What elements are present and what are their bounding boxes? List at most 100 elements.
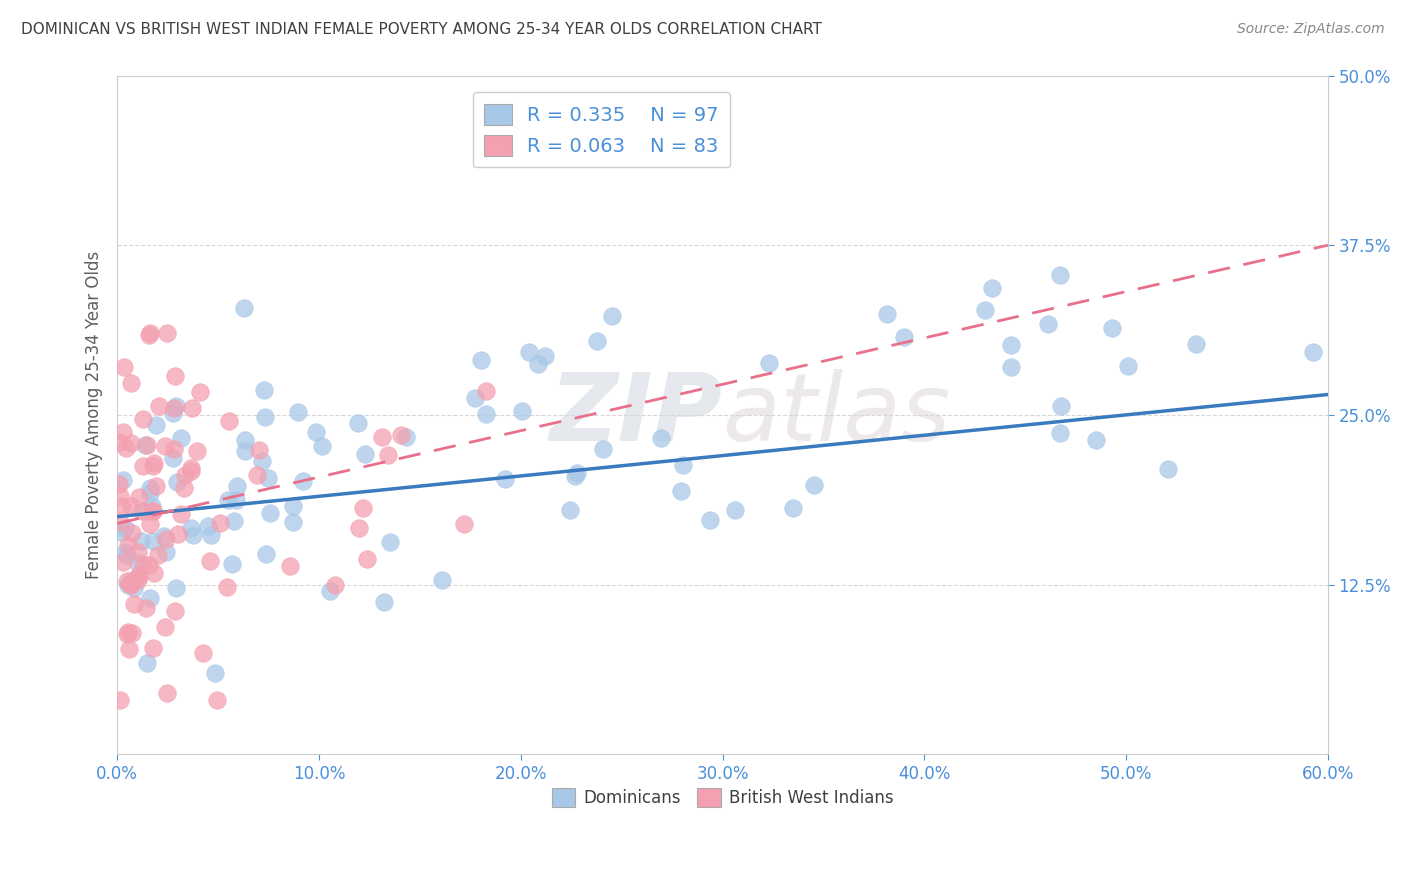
Point bbox=[221, 558, 243, 572]
Point bbox=[180, 460, 202, 475]
Point bbox=[110, 524, 132, 539]
Point bbox=[1000, 338, 1022, 352]
Point bbox=[117, 538, 139, 552]
Point bbox=[247, 442, 270, 457]
Point bbox=[356, 552, 378, 566]
Point bbox=[120, 578, 142, 592]
Point bbox=[181, 528, 204, 542]
Point bbox=[115, 574, 138, 589]
Point bbox=[217, 493, 239, 508]
Point bbox=[453, 516, 475, 531]
Point bbox=[142, 641, 165, 656]
Point bbox=[215, 581, 238, 595]
Point bbox=[981, 281, 1004, 295]
Point bbox=[186, 443, 208, 458]
Point bbox=[108, 477, 131, 491]
Point bbox=[142, 533, 165, 548]
Point bbox=[170, 431, 193, 445]
Point bbox=[602, 309, 624, 323]
Point bbox=[378, 535, 401, 549]
Point bbox=[142, 566, 165, 581]
Point bbox=[163, 401, 186, 416]
Point bbox=[510, 403, 533, 417]
Point bbox=[110, 516, 132, 530]
Point bbox=[724, 502, 747, 516]
Point bbox=[281, 515, 304, 529]
Point bbox=[118, 577, 141, 591]
Text: atlas: atlas bbox=[723, 369, 950, 460]
Point bbox=[138, 326, 160, 340]
Point bbox=[1049, 268, 1071, 283]
Legend: Dominicans, British West Indians: Dominicans, British West Indians bbox=[546, 781, 900, 814]
Point bbox=[218, 413, 240, 427]
Point bbox=[1101, 321, 1123, 335]
Point bbox=[132, 412, 155, 426]
Point bbox=[139, 591, 162, 605]
Point bbox=[117, 625, 139, 640]
Point bbox=[128, 491, 150, 505]
Point bbox=[122, 582, 145, 596]
Point bbox=[112, 360, 135, 375]
Point bbox=[311, 439, 333, 453]
Point bbox=[347, 521, 370, 535]
Point bbox=[139, 516, 162, 531]
Point bbox=[876, 307, 898, 321]
Point bbox=[377, 448, 399, 462]
Point bbox=[139, 481, 162, 495]
Point bbox=[1185, 337, 1208, 351]
Point bbox=[122, 597, 145, 611]
Point bbox=[470, 352, 492, 367]
Point bbox=[138, 558, 160, 573]
Point bbox=[534, 350, 557, 364]
Point bbox=[134, 438, 156, 452]
Point bbox=[494, 472, 516, 486]
Point bbox=[1049, 426, 1071, 441]
Point bbox=[156, 326, 179, 340]
Point bbox=[114, 441, 136, 455]
Point bbox=[893, 330, 915, 344]
Point bbox=[191, 646, 214, 660]
Point bbox=[138, 485, 160, 500]
Point bbox=[259, 506, 281, 520]
Point bbox=[1000, 360, 1022, 375]
Point bbox=[108, 435, 131, 450]
Point bbox=[114, 545, 136, 559]
Point bbox=[1036, 317, 1059, 331]
Point bbox=[347, 417, 370, 431]
Point bbox=[371, 430, 394, 444]
Point bbox=[527, 357, 550, 371]
Point bbox=[253, 410, 276, 425]
Point bbox=[111, 499, 134, 513]
Point bbox=[167, 526, 190, 541]
Point bbox=[162, 442, 184, 456]
Point bbox=[180, 520, 202, 534]
Point bbox=[142, 458, 165, 473]
Point bbox=[121, 625, 143, 640]
Point bbox=[1085, 433, 1108, 447]
Point bbox=[108, 693, 131, 707]
Point bbox=[145, 417, 167, 432]
Point bbox=[803, 477, 825, 491]
Point bbox=[131, 503, 153, 517]
Point bbox=[128, 568, 150, 582]
Text: Source: ZipAtlas.com: Source: ZipAtlas.com bbox=[1237, 22, 1385, 37]
Point bbox=[257, 471, 280, 485]
Point bbox=[166, 475, 188, 490]
Point bbox=[173, 468, 195, 483]
Point bbox=[200, 554, 222, 568]
Point bbox=[163, 369, 186, 384]
Point bbox=[650, 431, 672, 445]
Point bbox=[127, 573, 149, 587]
Point bbox=[389, 428, 412, 442]
Point bbox=[142, 456, 165, 470]
Text: DOMINICAN VS BRITISH WEST INDIAN FEMALE POVERTY AMONG 25-34 YEAR OLDS CORRELATIO: DOMINICAN VS BRITISH WEST INDIAN FEMALE … bbox=[21, 22, 823, 37]
Point bbox=[114, 521, 136, 535]
Point bbox=[200, 528, 222, 542]
Point bbox=[292, 475, 315, 489]
Point bbox=[782, 501, 804, 516]
Point bbox=[253, 383, 276, 397]
Point bbox=[699, 513, 721, 527]
Point bbox=[111, 473, 134, 487]
Point bbox=[305, 425, 328, 439]
Point bbox=[758, 356, 780, 370]
